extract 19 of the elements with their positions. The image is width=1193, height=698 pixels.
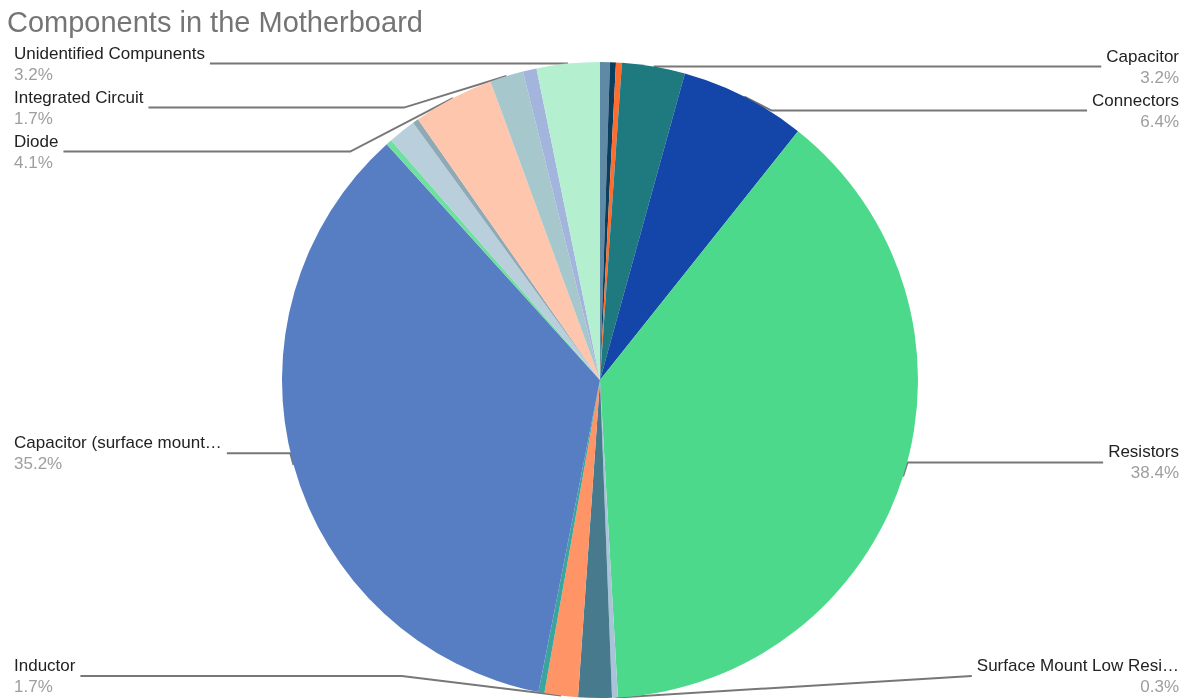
data-label: 0.3% — [1140, 677, 1179, 696]
slice-label: Inductor — [14, 656, 76, 675]
data-label: 38.4% — [1130, 463, 1179, 483]
slice-label: Capacitor — [1106, 46, 1180, 66]
data-label: 3.2% — [14, 64, 53, 84]
data-label: 6.4% — [1140, 111, 1179, 131]
slice-label: Unidentified Compunents — [14, 43, 205, 63]
data-label: 4.1% — [14, 152, 53, 172]
slice-label: Resistors — [1108, 442, 1179, 462]
data-label: 3.2% — [1140, 67, 1179, 87]
slice-label: Diode — [14, 131, 59, 151]
chart-title: Components in the Motherboard — [7, 5, 423, 38]
data-label: 1.7% — [14, 677, 53, 696]
data-label: 35.2% — [14, 454, 63, 474]
slice-label: Surface Mount Low Resi… — [976, 656, 1179, 675]
slice-label: Connectors — [1092, 90, 1179, 110]
slice-label: Capacitor (surface mount… — [14, 433, 222, 453]
data-label: 1.7% — [14, 108, 53, 128]
slice-label: Integrated Circuit — [14, 87, 144, 107]
